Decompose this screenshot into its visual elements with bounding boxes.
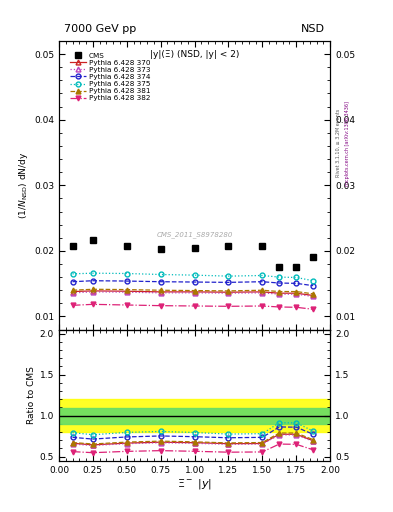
Pythia 6.428 370 (90, 288, 95, 294)
Pythia 6.428 382 (260, 303, 265, 309)
Pythia 6.428 375 (90, 270, 95, 276)
CMS (294, 264, 299, 270)
Pythia 6.428 374 (158, 279, 163, 285)
Pythia 6.428 375 (277, 274, 282, 280)
Y-axis label: $(1/N_{\rm NSD})\ \rm dN/dy$: $(1/N_{\rm NSD})\ \rm dN/dy$ (17, 152, 30, 219)
Pythia 6.428 375 (70, 271, 75, 277)
Text: 7000 GeV pp: 7000 GeV pp (64, 24, 137, 34)
CMS (90, 237, 95, 243)
Pythia 6.428 381 (70, 287, 75, 293)
Pythia 6.428 381 (311, 291, 316, 297)
Pythia 6.428 373 (311, 293, 316, 300)
CMS (311, 254, 316, 261)
Pythia 6.428 382 (277, 304, 282, 310)
Pythia 6.428 382 (158, 303, 163, 309)
Pythia 6.428 381 (192, 288, 197, 294)
Pythia 6.428 373 (158, 290, 163, 296)
Text: CMS_2011_S8978280: CMS_2011_S8978280 (156, 231, 233, 238)
CMS (226, 243, 231, 249)
Pythia 6.428 370 (70, 288, 75, 294)
Text: |y|(Ξ) (NSD, |y| < 2): |y|(Ξ) (NSD, |y| < 2) (150, 50, 239, 58)
Pythia 6.428 370 (226, 289, 231, 295)
Pythia 6.428 382 (70, 302, 75, 308)
Pythia 6.428 381 (260, 287, 265, 293)
Pythia 6.428 370 (277, 290, 282, 296)
Pythia 6.428 370 (125, 288, 129, 294)
CMS (260, 243, 265, 249)
Pythia 6.428 381 (294, 288, 299, 294)
CMS (192, 245, 197, 251)
Pythia 6.428 374 (90, 278, 95, 284)
Pythia 6.428 375 (192, 272, 197, 278)
Pythia 6.428 374 (311, 283, 316, 289)
Line: Pythia 6.428 382: Pythia 6.428 382 (70, 302, 316, 312)
Pythia 6.428 374 (260, 279, 265, 285)
Pythia 6.428 374 (125, 278, 129, 284)
Pythia 6.428 381 (226, 288, 231, 294)
Pythia 6.428 373 (277, 291, 282, 297)
Pythia 6.428 382 (294, 304, 299, 310)
Line: CMS: CMS (70, 237, 316, 270)
Bar (59, 408, 330, 424)
Pythia 6.428 374 (226, 279, 231, 285)
Pythia 6.428 381 (277, 288, 282, 294)
Pythia 6.428 374 (277, 280, 282, 286)
Pythia 6.428 370 (260, 289, 265, 295)
CMS (70, 243, 75, 249)
Pythia 6.428 373 (90, 289, 95, 295)
Pythia 6.428 370 (294, 290, 299, 296)
Pythia 6.428 382 (125, 302, 129, 308)
Pythia 6.428 375 (226, 273, 231, 279)
Pythia 6.428 373 (226, 290, 231, 296)
Bar (59, 399, 330, 432)
Pythia 6.428 381 (90, 286, 95, 292)
Pythia 6.428 373 (294, 291, 299, 297)
Pythia 6.428 382 (226, 303, 231, 309)
Pythia 6.428 373 (260, 290, 265, 296)
Pythia 6.428 375 (311, 278, 316, 284)
Legend: CMS, Pythia 6.428 370, Pythia 6.428 373, Pythia 6.428 374, Pythia 6.428 375, Pyt: CMS, Pythia 6.428 370, Pythia 6.428 373,… (68, 50, 152, 103)
Line: Pythia 6.428 375: Pythia 6.428 375 (70, 271, 316, 283)
Pythia 6.428 375 (260, 272, 265, 279)
Pythia 6.428 370 (158, 289, 163, 295)
Line: Pythia 6.428 373: Pythia 6.428 373 (70, 289, 316, 299)
Pythia 6.428 381 (125, 287, 129, 293)
Text: mcplots.cern.ch [arXiv:1306.3436]: mcplots.cern.ch [arXiv:1306.3436] (345, 101, 350, 186)
X-axis label: $\Xi^-\ |y|$: $\Xi^-\ |y|$ (177, 477, 212, 492)
Pythia 6.428 374 (192, 279, 197, 285)
Pythia 6.428 374 (70, 279, 75, 285)
Line: Pythia 6.428 370: Pythia 6.428 370 (70, 288, 316, 298)
Pythia 6.428 375 (158, 271, 163, 278)
Pythia 6.428 375 (125, 270, 129, 276)
Pythia 6.428 382 (311, 306, 316, 312)
Text: NSD: NSD (301, 24, 325, 34)
Pythia 6.428 382 (90, 301, 95, 307)
Pythia 6.428 374 (294, 280, 299, 286)
CMS (125, 243, 129, 249)
CMS (277, 264, 282, 270)
Pythia 6.428 382 (192, 303, 197, 309)
Line: Pythia 6.428 374: Pythia 6.428 374 (70, 279, 316, 288)
Y-axis label: Ratio to CMS: Ratio to CMS (27, 366, 35, 424)
Pythia 6.428 373 (125, 289, 129, 295)
Pythia 6.428 370 (311, 292, 316, 298)
Pythia 6.428 373 (192, 290, 197, 296)
Pythia 6.428 373 (70, 290, 75, 296)
Pythia 6.428 375 (294, 274, 299, 281)
Line: Pythia 6.428 381: Pythia 6.428 381 (70, 287, 316, 296)
CMS (158, 246, 163, 252)
Text: Rivet 3.1.10, ≥ 3.2M events: Rivet 3.1.10, ≥ 3.2M events (336, 109, 341, 178)
Pythia 6.428 370 (192, 289, 197, 295)
Pythia 6.428 381 (158, 287, 163, 293)
